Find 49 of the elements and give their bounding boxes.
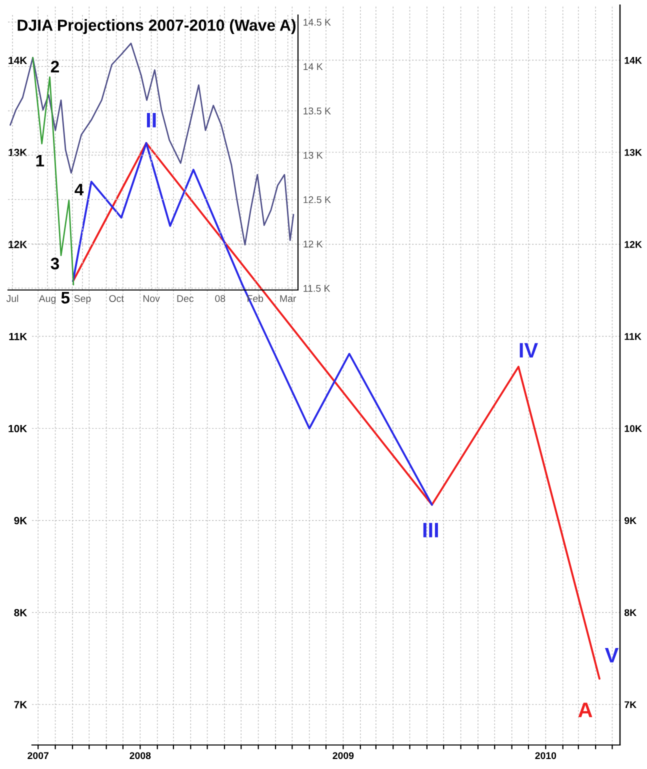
x-tick-label: Jul	[6, 294, 18, 302]
y2-tick-label: 14K	[624, 57, 642, 64]
annotation: A	[578, 702, 592, 718]
y-tick-label: 12 K	[304, 240, 323, 248]
annotation: 1	[36, 154, 44, 166]
x-tick-label: 2009	[332, 752, 354, 760]
x-tick-label: 2010	[535, 752, 556, 760]
y2-tick-label: 11K	[624, 333, 642, 340]
y-tick-label: 14.5 K	[304, 18, 331, 26]
y-tick-label: 11.5 K	[304, 285, 330, 292]
y-tick-label: 9K	[14, 516, 28, 524]
y2-tick-label: 9K	[624, 517, 637, 524]
y-tick-label: 13.5 K	[304, 108, 331, 114]
y-tick-label: 14 K	[304, 63, 323, 70]
y-tick-label: 11K	[9, 332, 28, 340]
annotation: V	[604, 648, 619, 662]
x-tick-label: 2007	[28, 752, 48, 760]
x-tick-label: 2008	[130, 752, 151, 760]
y-tick-label: 7K	[14, 701, 28, 708]
line-series	[32, 56, 74, 286]
y-tick-label: 14K	[8, 56, 28, 64]
x-tick-label: Aug	[38, 295, 56, 304]
y2-tick-label: 8K	[624, 609, 637, 616]
y-tick-label: 12.5 K	[304, 196, 331, 204]
y-tick-label: 13K	[8, 148, 28, 156]
x-tick-label: Mar	[280, 295, 296, 302]
y-tick-label: 12K	[8, 240, 28, 248]
annotation: 5	[61, 292, 70, 304]
annotation: II	[146, 112, 156, 128]
line-series	[72, 142, 600, 680]
y2-tick-label: 7K	[624, 701, 637, 708]
y2-tick-label: 10K	[624, 425, 642, 432]
annotation: 4	[74, 184, 84, 196]
y-tick-label: 10K	[8, 424, 28, 432]
y-tick-label: 13 K	[304, 152, 323, 159]
y2-tick-label: 12K	[624, 241, 642, 248]
x-tick-label: Sep	[74, 295, 91, 304]
annotation: 2	[50, 60, 59, 72]
x-tick-label: Oct	[109, 295, 124, 302]
line-series	[72, 142, 433, 506]
x-tick-label: 08	[215, 295, 226, 302]
y2-tick-label: 13K	[624, 149, 642, 156]
y-tick-label: 8K	[14, 608, 28, 616]
x-tick-label: Nov	[143, 295, 160, 302]
annotation: 3	[50, 258, 60, 270]
annotation: III	[423, 522, 438, 538]
chart-title: DJIA Projections 2007-2010 (Wave A)	[18, 19, 296, 34]
annotation: IV	[520, 343, 538, 358]
x-tick-label: Dec	[177, 295, 194, 302]
